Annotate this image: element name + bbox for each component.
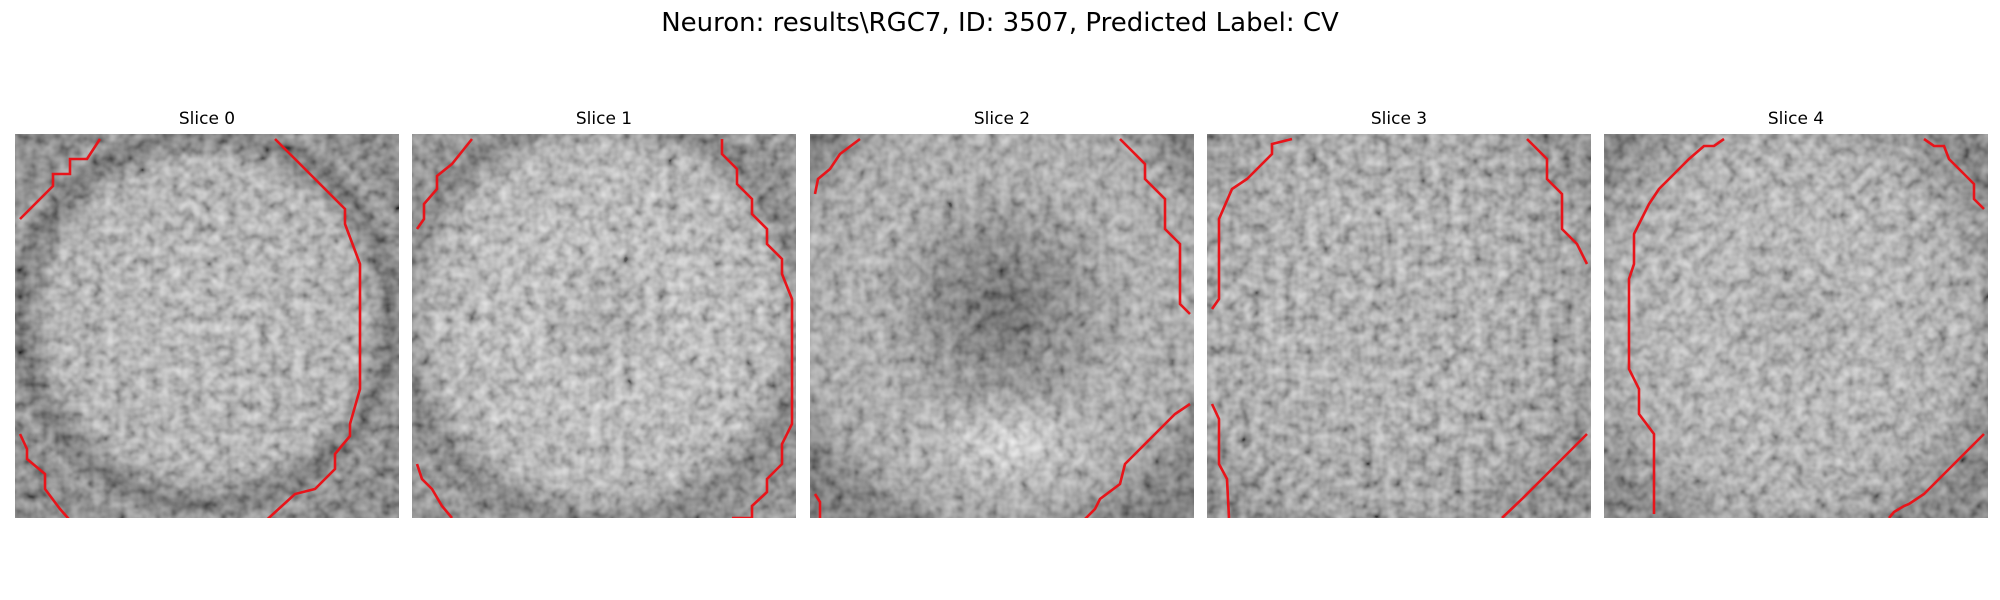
slice-panel-1: Slice 1 [412, 108, 796, 518]
slice-image-canvas-3 [1207, 134, 1591, 518]
slice-image-4 [1604, 134, 1988, 518]
slice-panel-2: Slice 2 [810, 108, 1194, 518]
slice-image-canvas-1 [412, 134, 796, 518]
slice-panel-4: Slice 4 [1604, 108, 1988, 518]
slice-title-2: Slice 2 [973, 109, 1031, 129]
figure-title: Neuron: results\RGC7, ID: 3507, Predicte… [661, 8, 1339, 38]
segmentation-contour-4 [1627, 137, 1985, 518]
slice-image-canvas-4 [1604, 134, 1988, 518]
slice-panel-0: Slice 0 [15, 108, 399, 518]
slice-title-3: Slice 3 [1370, 109, 1428, 129]
segmentation-contour-1 [415, 138, 794, 518]
segmentation-contour-2 [813, 137, 1191, 518]
slice-panel-3: Slice 3 [1207, 108, 1591, 518]
slice-image-0 [15, 134, 399, 518]
slice-image-1 [412, 134, 796, 518]
slice-title-0: Slice 0 [178, 109, 236, 129]
slice-title-1: Slice 1 [575, 109, 633, 129]
slice-title-4: Slice 4 [1767, 109, 1825, 129]
slice-image-2 [810, 134, 1194, 518]
segmentation-contour-0 [18, 138, 362, 518]
slice-image-3 [1207, 134, 1591, 518]
slice-image-canvas-0 [15, 134, 399, 518]
slice-image-canvas-2 [810, 134, 1194, 518]
segmentation-contour-3 [1210, 137, 1589, 518]
